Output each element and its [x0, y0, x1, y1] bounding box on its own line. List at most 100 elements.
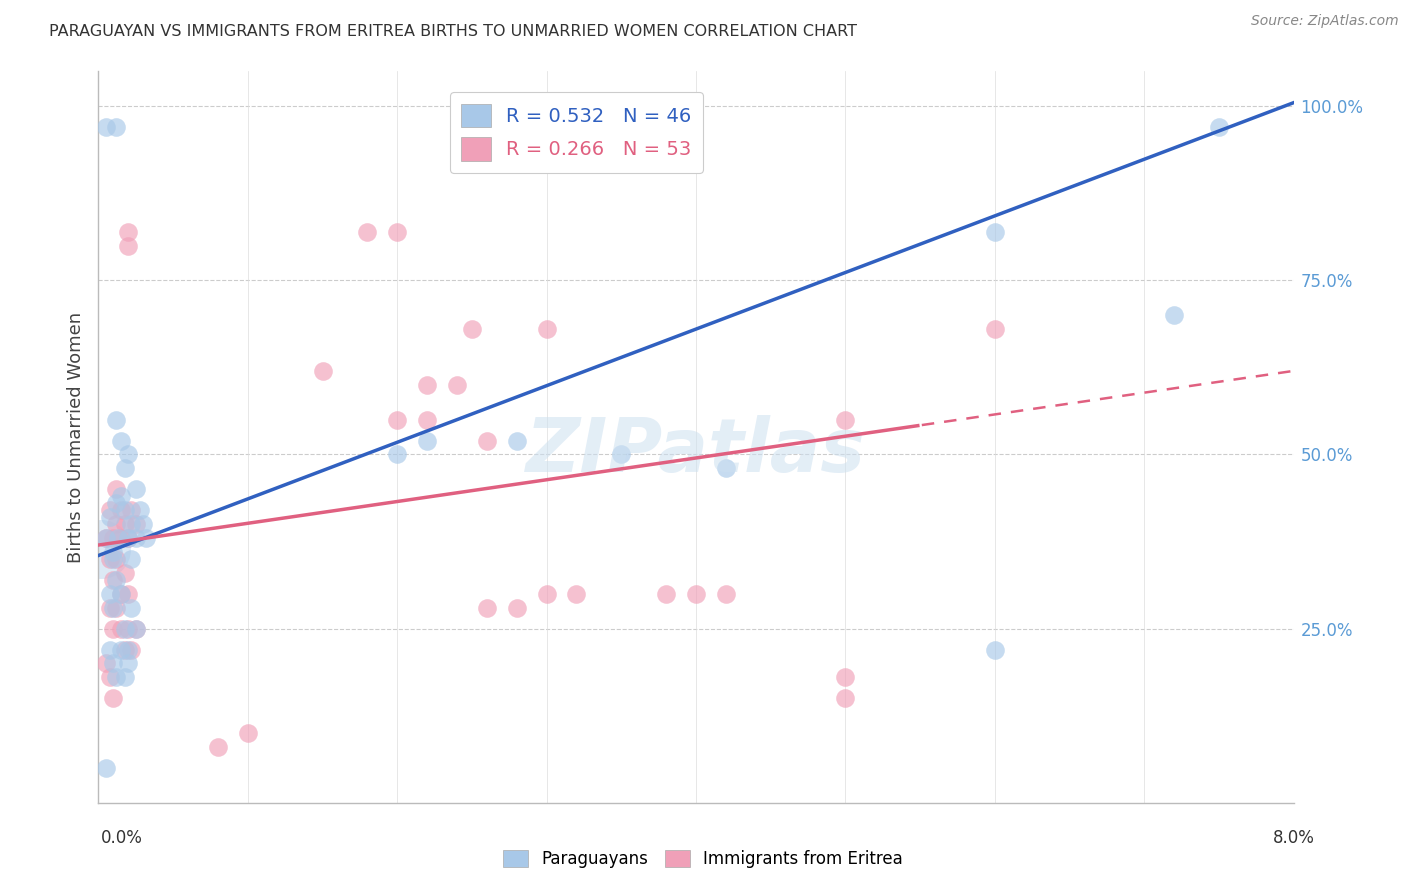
Point	[135, 531, 157, 545]
Point	[94, 761, 117, 775]
Point	[117, 531, 139, 545]
Point	[103, 552, 125, 566]
Point	[105, 573, 128, 587]
Point	[714, 587, 737, 601]
Point	[105, 670, 128, 684]
Point	[114, 622, 136, 636]
Point	[110, 489, 132, 503]
Text: 0.0%: 0.0%	[101, 829, 143, 847]
Point	[132, 517, 155, 532]
Point	[475, 600, 498, 615]
Point	[98, 510, 122, 524]
Point	[416, 434, 439, 448]
Point	[385, 225, 409, 239]
Text: Source: ZipAtlas.com: Source: ZipAtlas.com	[1251, 14, 1399, 28]
Point	[98, 552, 122, 566]
Point	[385, 412, 409, 426]
Point	[125, 531, 148, 545]
Point	[114, 642, 136, 657]
Point	[94, 531, 117, 545]
Point	[834, 691, 856, 706]
Point	[714, 461, 737, 475]
Point	[103, 600, 125, 615]
Point	[98, 503, 122, 517]
Point	[110, 503, 132, 517]
Point	[983, 322, 1005, 336]
Legend: Paraguayans, Immigrants from Eritrea: Paraguayans, Immigrants from Eritrea	[496, 843, 910, 875]
Point	[98, 642, 122, 657]
Point	[834, 412, 856, 426]
Point	[103, 531, 125, 545]
Point	[114, 566, 136, 580]
Point	[207, 740, 229, 755]
Point	[110, 642, 132, 657]
Point	[103, 545, 125, 559]
Point	[536, 322, 558, 336]
Point	[98, 600, 122, 615]
Point	[98, 587, 122, 601]
Point	[103, 573, 125, 587]
Point	[117, 642, 139, 657]
Point	[110, 587, 132, 601]
Point	[236, 726, 259, 740]
Point	[114, 670, 136, 684]
Point	[94, 531, 117, 545]
Point	[536, 587, 558, 601]
Point	[105, 517, 128, 532]
Point	[117, 225, 139, 239]
Point	[120, 642, 142, 657]
Point	[90, 541, 112, 556]
Point	[105, 483, 128, 497]
Point	[416, 377, 439, 392]
Point	[565, 587, 588, 601]
Point	[125, 622, 148, 636]
Point	[117, 587, 139, 601]
Point	[105, 600, 128, 615]
Point	[117, 622, 139, 636]
Point	[120, 600, 142, 615]
Point	[461, 322, 484, 336]
Point	[117, 657, 139, 671]
Point	[311, 364, 333, 378]
Point	[983, 225, 1005, 239]
Point	[1208, 120, 1230, 134]
Text: PARAGUAYAN VS IMMIGRANTS FROM ERITREA BIRTHS TO UNMARRIED WOMEN CORRELATION CHAR: PARAGUAYAN VS IMMIGRANTS FROM ERITREA BI…	[49, 24, 858, 38]
Point	[120, 517, 142, 532]
Point	[834, 670, 856, 684]
Point	[105, 552, 128, 566]
Point	[105, 496, 128, 510]
Text: ZIPatlas: ZIPatlas	[526, 415, 866, 488]
Point	[98, 670, 122, 684]
Point	[655, 587, 678, 601]
Point	[117, 531, 139, 545]
Point	[110, 622, 132, 636]
Point	[125, 483, 148, 497]
Point	[114, 517, 136, 532]
Point	[105, 412, 128, 426]
Y-axis label: Births to Unmarried Women: Births to Unmarried Women	[66, 311, 84, 563]
Point	[356, 225, 378, 239]
Point	[114, 503, 136, 517]
Point	[110, 434, 132, 448]
Point	[685, 587, 707, 601]
Point	[506, 434, 529, 448]
Point	[416, 412, 439, 426]
Point	[1163, 308, 1185, 322]
Point	[117, 448, 139, 462]
Point	[94, 657, 117, 671]
Point	[110, 531, 132, 545]
Point	[117, 238, 139, 252]
Point	[103, 691, 125, 706]
Point	[506, 600, 529, 615]
Point	[114, 461, 136, 475]
Point	[125, 622, 148, 636]
Point	[110, 587, 132, 601]
Point	[120, 503, 142, 517]
Point	[475, 434, 498, 448]
Point	[125, 517, 148, 532]
Point	[446, 377, 468, 392]
Point	[983, 642, 1005, 657]
Point	[120, 552, 142, 566]
Point	[105, 120, 128, 134]
Point	[103, 622, 125, 636]
